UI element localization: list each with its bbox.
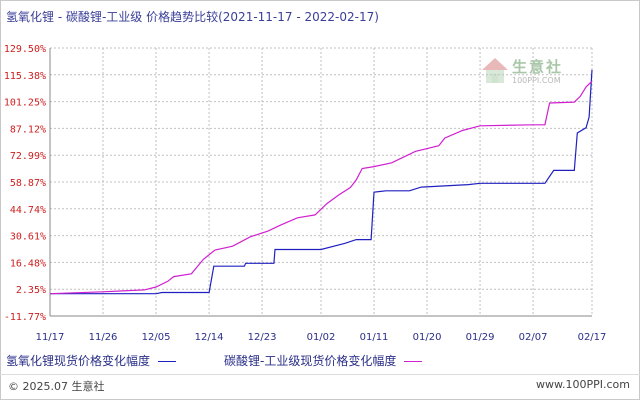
y-tick-label: 129.50% <box>4 44 46 55</box>
x-tick-label: 11/17 <box>36 332 65 343</box>
y-tick-label: 72.99% <box>10 151 46 162</box>
legend-item-2: 碳酸锂-工业级现货价格变化幅度 <box>224 352 423 369</box>
legend-swatch-2 <box>404 361 423 362</box>
x-tick-label: 01/20 <box>413 332 442 343</box>
y-tick-label: 115.38% <box>4 71 46 82</box>
legend-item-1: 氢氧化锂现货价格变化幅度 <box>6 352 177 369</box>
y-tick-label: -11.77% <box>4 312 46 323</box>
y-tick-label: 44.74% <box>10 205 46 216</box>
grid <box>49 47 593 317</box>
y-tick-label: 87.12% <box>10 124 46 135</box>
y-tick-label: 30.61% <box>10 232 46 243</box>
series-group <box>49 69 593 295</box>
x-tick-label: 01/29 <box>466 332 495 343</box>
x-tick-label: 12/05 <box>142 332 171 343</box>
x-tick-label: 01/11 <box>360 332 389 343</box>
line-chart: 129.50% 115.38% 101.25% 87.12% 72.99% 58.87% 4… <box>4 44 607 343</box>
watermark-url: 100PPI.COM <box>512 76 561 85</box>
footer-divider <box>0 374 640 375</box>
legend-swatch-1 <box>158 361 177 362</box>
axes <box>49 48 592 317</box>
y-tick-label: 16.48% <box>10 258 46 269</box>
website-link[interactable]: www.100PPI.com <box>536 378 630 391</box>
x-tick-label: 11/26 <box>89 332 118 343</box>
x-axis-ticks: 11/17 11/26 12/05 12/14 12/23 01/02 01/11 01/20… <box>36 332 607 343</box>
x-tick-label: 12/23 <box>248 332 277 343</box>
y-tick-label: 2.35% <box>16 285 46 296</box>
y-tick-label: 58.87% <box>10 178 46 189</box>
legend-label-1: 氢氧化锂现货价格变化幅度 <box>6 354 151 368</box>
x-tick-label: 12/14 <box>195 332 224 343</box>
copyright-text: © 2025.07 生意社 <box>8 380 105 393</box>
y-tick-label: 101.25% <box>4 98 46 109</box>
y-axis-ticks: 129.50% 115.38% 101.25% 87.12% 72.99% 58.87% 4… <box>4 44 46 323</box>
watermark-logo: 生意社 100PPI.COM <box>480 56 580 92</box>
watermark-name: 生意社 <box>512 58 564 76</box>
series-line-2 <box>49 80 593 295</box>
x-tick-label: 01/02 <box>307 332 336 343</box>
legend-label-2: 碳酸锂-工业级现货价格变化幅度 <box>224 354 397 368</box>
x-tick-label: 02/07 <box>519 332 548 343</box>
x-tick-label: 02/17 <box>578 332 607 343</box>
house-logo-icon <box>482 58 508 83</box>
chart-title: 氢氧化锂 - 碳酸锂-工业级 价格趋势比较(2021-11-17 - 2022-… <box>6 10 379 24</box>
series-line-1 <box>50 69 593 295</box>
